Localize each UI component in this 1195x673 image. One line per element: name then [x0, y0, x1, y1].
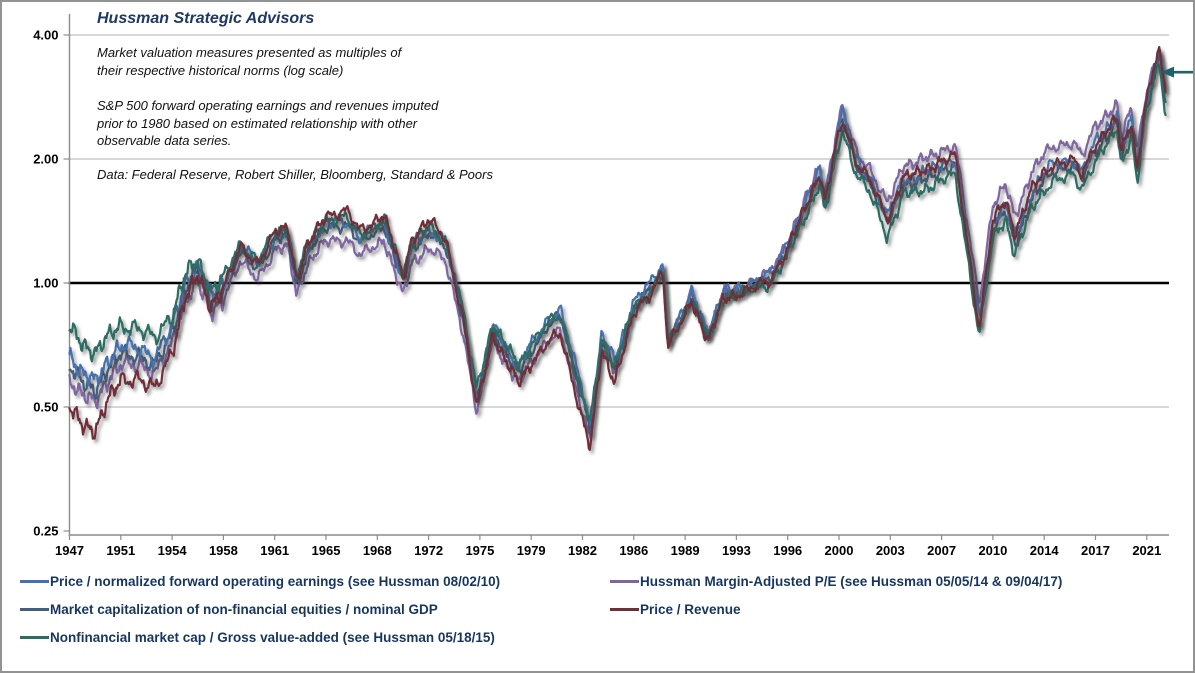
x-tick-label: 2007	[927, 543, 956, 558]
x-tick-label: 1986	[619, 543, 648, 558]
legend-swatch-icon	[610, 608, 639, 611]
legend-label: Market capitalization of non-financial e…	[50, 602, 438, 617]
x-tick-label: 1951	[106, 543, 135, 558]
x-tick-label: 2003	[876, 543, 905, 558]
note-line: observable data series.	[97, 133, 232, 148]
x-tick-label: 1972	[414, 543, 443, 558]
x-tick-label: 2014	[1030, 543, 1060, 558]
x-tick-label: 1989	[671, 543, 700, 558]
y-tick-label: 2.00	[33, 152, 58, 167]
y-tick-label: 0.50	[33, 400, 58, 415]
x-tick-label: 1958	[209, 543, 238, 558]
x-tick-label: 1993	[722, 543, 751, 558]
x-tick-label: 1996	[773, 543, 802, 558]
legend-label: Hussman Margin-Adjusted P/E (see Hussman…	[640, 574, 1063, 589]
y-tick-label: 0.25	[33, 524, 58, 539]
x-tick-label: 1947	[55, 543, 84, 558]
x-tick-label: 1965	[312, 543, 341, 558]
x-tick-label: 2017	[1081, 543, 1110, 558]
legend-swatch-icon	[20, 636, 49, 639]
note-line: prior to 1980 based on estimated relatio…	[97, 115, 418, 131]
legend-swatch-icon	[610, 580, 639, 583]
legend-item: Nonfinancial market cap / Gross value-ad…	[20, 630, 608, 645]
x-tick-label: 1968	[363, 543, 392, 558]
legend-swatch-icon	[20, 608, 49, 611]
chart-note-valuation: Market valuation measures presented as m…	[97, 44, 401, 79]
legend-item: Hussman Margin-Adjusted P/E (see Hussman…	[610, 574, 1185, 589]
note-line: S&P 500 forward operating earnings and r…	[97, 98, 439, 113]
x-tick-label: 2010	[978, 543, 1007, 558]
data-source-note: Data: Federal Reserve, Robert Shiller, B…	[97, 167, 493, 182]
legend-item: Price / normalized forward operating ear…	[20, 574, 608, 589]
latest-point-arrow-icon	[1161, 66, 1174, 78]
series-line-price-revenue	[68, 46, 1167, 451]
x-tick-label: 1975	[465, 543, 494, 558]
x-tick-label: 1961	[260, 543, 289, 558]
legend-swatch-icon	[20, 580, 49, 583]
x-tick-label: 1982	[568, 543, 597, 558]
legend-label: Nonfinancial market cap / Gross value-ad…	[50, 630, 495, 645]
legend-item: Price / Revenue	[610, 602, 1185, 617]
chart-note-imputed: S&P 500 forward operating earnings and r…	[97, 97, 438, 150]
x-tick-label: 2021	[1132, 543, 1161, 558]
y-tick-label: 1.00	[33, 276, 58, 291]
chart-title: Hussman Strategic Advisors	[97, 10, 315, 27]
note-line: their respective historical norms (log s…	[97, 62, 344, 78]
legend-item: Market capitalization of non-financial e…	[20, 602, 608, 617]
x-tick-label: 1954	[158, 543, 188, 558]
chart-legend: Price / normalized forward operating ear…	[20, 574, 1185, 645]
legend-label: Price / normalized forward operating ear…	[50, 574, 501, 589]
y-tick-label: 4.00	[33, 28, 58, 43]
x-tick-label: 2000	[825, 543, 854, 558]
legend-label: Price / Revenue	[640, 602, 741, 617]
x-tick-label: 1979	[517, 543, 546, 558]
note-line: Market valuation measures presented as m…	[97, 45, 402, 60]
